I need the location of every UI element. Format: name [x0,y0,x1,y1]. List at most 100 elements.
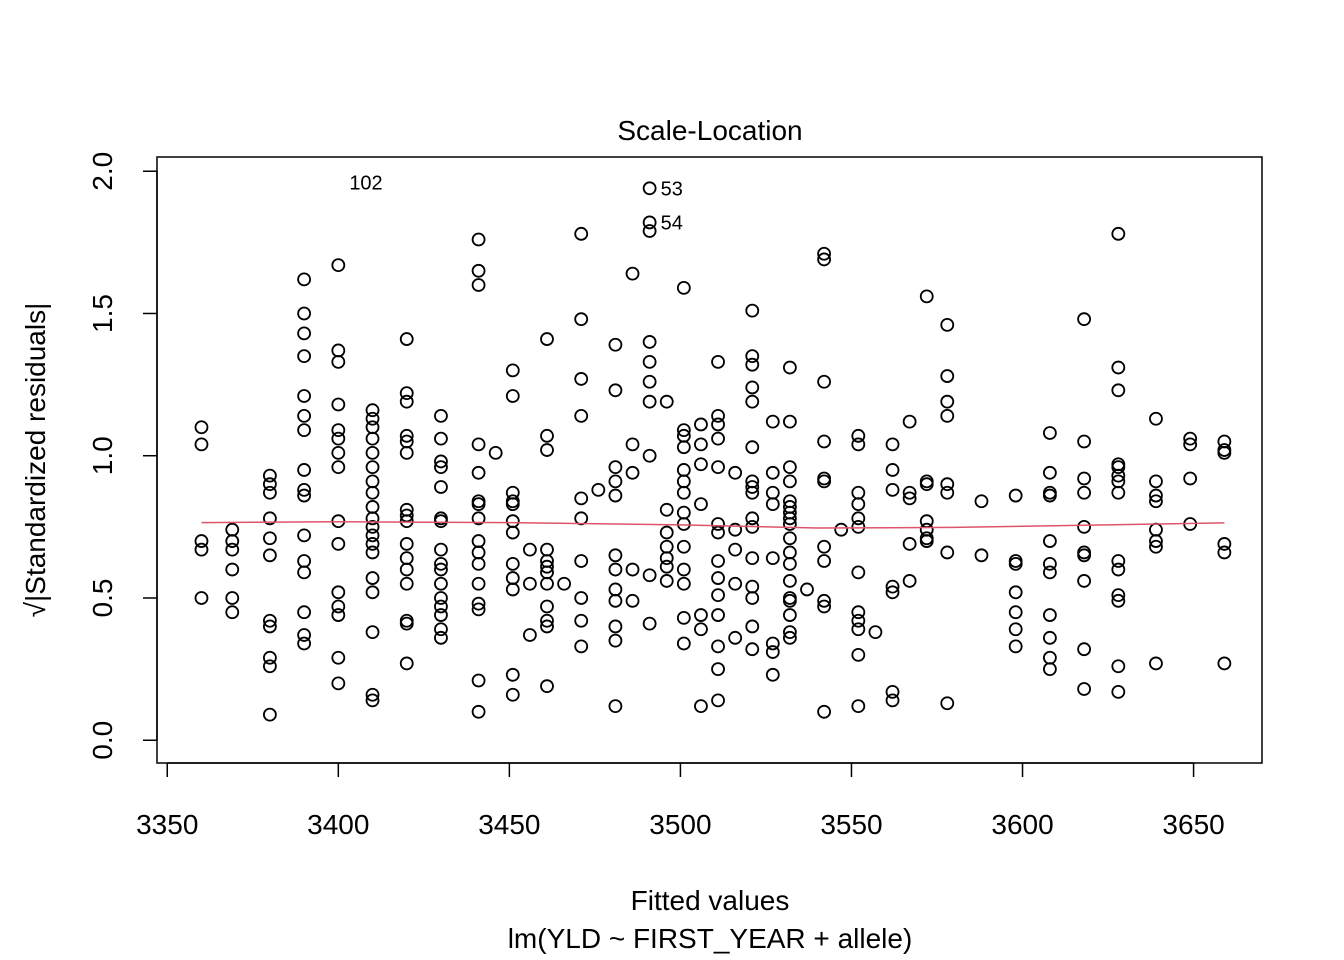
data-point [642,354,657,369]
x-tick-label: 3550 [820,809,882,840]
x-tick-label: 3650 [1162,809,1224,840]
data-point [1149,534,1163,548]
x-axis-subtitle: lm(YLD ~ FIRST_YEAR + allele) [508,923,913,954]
data-point [365,537,380,551]
data-point [262,531,277,546]
data-point [1111,460,1126,475]
data-point [1217,445,1232,460]
data-point [331,431,346,446]
data-point [471,673,486,688]
data-point [782,460,797,475]
data-point [297,408,312,423]
data-point [642,448,657,463]
data-point [676,485,691,500]
data-point [194,591,209,605]
data-point [399,562,414,577]
data-point [676,474,691,489]
data-point [399,514,414,529]
data-point [471,545,486,560]
data-point [745,579,760,594]
data-point [505,389,520,403]
data-point [919,289,934,304]
data-point [194,437,209,452]
data-point [1111,383,1126,398]
data-point [540,428,554,443]
data-point [940,545,955,560]
data-point [262,619,277,634]
data-point [434,454,448,469]
data-point [1111,659,1126,674]
data-point [262,511,277,526]
data-point [1077,548,1092,563]
data-point [745,619,760,634]
data-point [331,585,346,600]
data-point [745,394,760,409]
data-point [817,554,832,568]
data-point [297,389,312,403]
data-point [625,593,640,608]
data-point [817,704,832,719]
data-point [940,394,955,409]
data-point [1149,474,1163,489]
point-label: 102 [349,173,382,195]
data-point [399,445,414,460]
data-point [817,599,832,614]
data-point [919,474,934,489]
data-point [434,630,448,645]
data-point [851,519,866,534]
data-point [365,545,380,560]
data-point [1077,682,1092,696]
data-point [194,542,209,557]
data-point [782,511,797,526]
data-point [434,514,448,529]
data-point [745,480,760,494]
data-point [694,699,708,713]
data-point [782,630,797,645]
data-point [434,576,448,591]
data-point [608,474,623,489]
data-point [608,633,623,648]
data-point [471,576,486,591]
data-point [851,605,866,620]
data-point [745,511,760,526]
data-point [1217,656,1232,671]
data-point [471,534,486,548]
data-point [625,437,640,452]
data-point [885,579,900,594]
data-point [399,576,414,591]
data-point [745,551,760,566]
point-labels-layer: 102 53 54 [349,173,683,235]
data-point [728,522,743,537]
y-tick-label: 0.5 [87,579,118,618]
point-label: 54 [661,212,683,234]
data-point [782,531,797,546]
data-point [902,574,917,588]
data-point [1077,519,1092,534]
data-point [399,386,414,401]
data-point [540,619,554,634]
data-point [765,667,780,682]
data-point [642,181,657,196]
data-point [471,704,486,719]
data-point [331,258,346,273]
data-point [642,335,657,349]
data-point [642,616,657,631]
data-point [574,591,589,605]
data-point [365,511,380,526]
data-point [765,551,780,566]
data-point [540,443,554,457]
data-point [851,622,866,637]
data-point [297,488,312,503]
data-point [1008,556,1023,571]
data-point [522,628,537,642]
data-point [676,505,691,520]
data-point [1111,562,1126,577]
data-point [262,613,277,628]
data-point [399,428,414,443]
data-point [262,477,277,492]
data-point [1042,426,1057,440]
data-point [1183,437,1198,452]
data-point [782,556,797,571]
data-point [608,562,623,577]
data-point [745,440,760,455]
